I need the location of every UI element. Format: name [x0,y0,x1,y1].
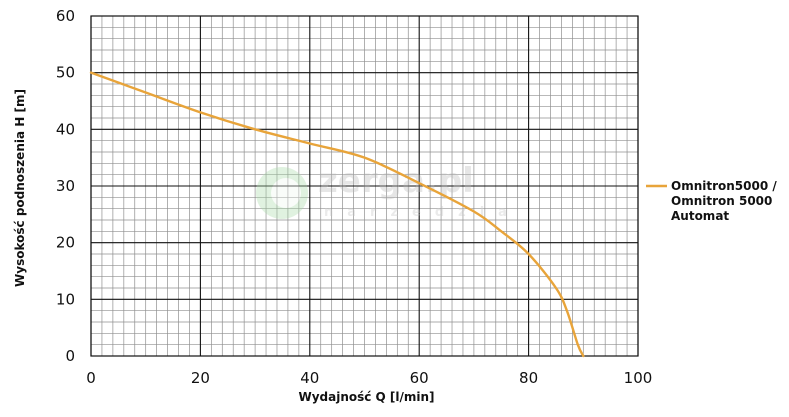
watermark-brand: zerga.pl [318,161,474,201]
watermark-logo-icon [256,167,308,219]
legend-label: Omnitron5000 /Omnitron 5000 Automat [671,179,777,223]
y-tick-label: 20 [56,234,75,252]
legend-label-line: Automat [671,209,729,223]
x-tick-label: 40 [300,369,319,387]
legend-label-line: Omnitron5000 / [671,179,777,193]
y-tick-label: 60 [56,7,75,25]
y-tick-labels: 0 10 20 30 40 50 60 [56,7,75,365]
y-tick-label: 40 [56,120,75,138]
watermark-logo-inner-icon [271,178,301,208]
y-axis-title: Wysokość podnoszenia H [m] [13,89,27,287]
x-tick-label: 20 [191,369,210,387]
x-tick-label: 60 [410,369,429,387]
plot-frame [90,15,639,357]
x-tick-label: 80 [519,369,538,387]
watermark: zerga.pl narzedzia [256,161,521,220]
x-tick-labels: 0 20 40 60 80 100 [86,369,652,387]
y-tick-label: 50 [56,64,75,82]
x-tick-label: 100 [624,369,653,387]
x-axis-title: Wydajność Q [l/min] [298,390,434,404]
series-line [89,71,585,358]
y-tick-label: 10 [56,290,75,308]
legend: Omnitron5000 /Omnitron 5000 Automat [646,179,777,223]
y-tick-label: 30 [56,177,75,195]
watermark-tagline: narzedzia [324,205,521,220]
legend-label-line: Omnitron 5000 [671,194,772,208]
y-tick-label: 0 [65,347,75,365]
x-tick-label: 0 [86,369,96,387]
